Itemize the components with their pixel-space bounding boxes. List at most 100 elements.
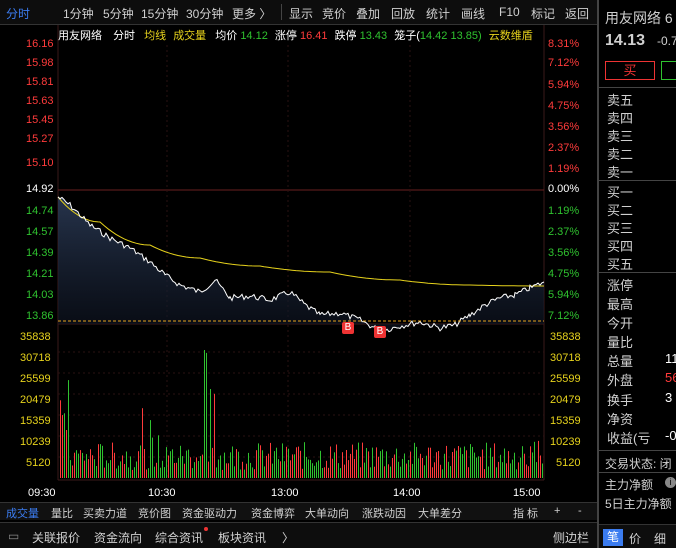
volume-bar: [468, 467, 469, 478]
volume-bar: [536, 462, 537, 478]
volume-bar: [106, 460, 107, 478]
tab-30min[interactable]: 30分钟: [186, 7, 224, 21]
volume-bar: [152, 437, 153, 478]
indicator-big-order-diff[interactable]: 大单差分: [418, 508, 462, 520]
volume-bar: [226, 463, 227, 478]
indicator-volume[interactable]: 成交量: [6, 508, 39, 520]
back-button[interactable]: 返回: [565, 7, 590, 21]
tab-timeshare[interactable]: 分时: [6, 7, 31, 21]
bid-5-label: 买五: [607, 257, 634, 272]
indicator-price-cause[interactable]: 涨跌动因: [362, 508, 406, 520]
tab-price[interactable]: 价: [629, 532, 642, 546]
tabs-next-button[interactable]: 〉: [282, 531, 295, 545]
auction-button[interactable]: 竞价: [322, 7, 347, 21]
limit-up-value: 16.41: [299, 30, 328, 42]
volume-bar: [70, 460, 71, 478]
volume-bar: [428, 447, 429, 478]
stats-button[interactable]: 统计: [426, 7, 451, 21]
quote-panel: 用友网络 6 14.13 -0.7 买 卖五 卖四 卖三 卖二 卖一 买一 买二…: [597, 0, 676, 548]
f10-button[interactable]: F10: [499, 5, 520, 19]
sidebar-toggle[interactable]: 侧边栏: [553, 531, 590, 545]
volume-bar: [220, 455, 221, 478]
indicator-volume-ratio[interactable]: 量比: [51, 508, 73, 520]
volume-bar: [354, 458, 355, 478]
volume-bar: [534, 441, 535, 478]
volume-bar: [442, 469, 443, 478]
volume-bar: [98, 444, 99, 478]
ask-5-label: 卖五: [607, 93, 634, 108]
replay-button[interactable]: 回放: [391, 7, 416, 21]
volume-bar: [296, 447, 297, 478]
detail-tabs: 笔 价 细: [599, 524, 676, 548]
volume-bar: [338, 463, 339, 478]
indicator-fund-game[interactable]: 资金博弈: [251, 508, 295, 520]
expand-icon[interactable]: ▭: [8, 529, 20, 543]
draw-line-button[interactable]: 画线: [461, 7, 486, 21]
tab-1min[interactable]: 1分钟: [63, 7, 94, 21]
indicator-big-order[interactable]: 大单动向: [305, 508, 349, 520]
tab-comprehensive-news[interactable]: 综合资讯: [155, 531, 204, 545]
volume-bar: [110, 460, 111, 478]
volume-bar: [524, 453, 525, 478]
volume-bar: [480, 456, 481, 478]
volume-bar: [388, 464, 389, 478]
volume-bar: [306, 456, 307, 478]
tab-related-quotes[interactable]: 关联报价: [32, 531, 81, 545]
tab-sector-news[interactable]: 板块资讯: [218, 531, 267, 545]
sell-button-edge[interactable]: [661, 61, 676, 80]
buy-button[interactable]: 买: [605, 61, 655, 80]
volume-bar: [274, 451, 275, 478]
percent-tick: 1.19%: [548, 163, 580, 175]
price-tick: 14.21: [26, 268, 54, 280]
volume-bar: [276, 447, 277, 478]
volume-bar: [62, 415, 63, 478]
volume-bar: [166, 447, 167, 478]
volume-bar: [482, 449, 483, 478]
tab-detail[interactable]: 细: [654, 532, 667, 546]
time-tick: 13:00: [271, 487, 299, 499]
tab-5min[interactable]: 5分钟: [103, 7, 134, 21]
volume-tick: 15359: [20, 415, 51, 427]
overlay-button[interactable]: 叠加: [356, 7, 381, 21]
volume-tick: 25599: [20, 373, 51, 385]
mark-button[interactable]: 标记: [531, 7, 556, 21]
indicator-menu-button[interactable]: 指 标: [513, 508, 539, 520]
buy-marker[interactable]: B: [374, 326, 386, 338]
stock-title: 用友网络 6: [605, 10, 673, 26]
volume-bar: [520, 457, 521, 478]
percent-tick: 3.56%: [548, 121, 580, 133]
volume-bar: [434, 462, 435, 478]
stat-volume-ratio-label: 量比: [607, 335, 634, 350]
indicator-fund-drive[interactable]: 资金驱动力: [182, 508, 237, 520]
display-button[interactable]: 显示: [289, 7, 314, 21]
zoom-in-button[interactable]: +: [554, 505, 561, 517]
indicator-auction-chart[interactable]: 竞价图: [138, 508, 171, 520]
buy-marker[interactable]: B: [342, 322, 354, 334]
volume-bar: [160, 467, 161, 478]
tab-more[interactable]: 更多 〉: [232, 7, 272, 21]
tab-fund-flow[interactable]: 资金流向: [94, 531, 143, 545]
ask-3-label: 卖三: [607, 129, 634, 144]
volume-bar: [178, 457, 179, 478]
volume-bar: [472, 446, 473, 478]
volume-bar: [376, 447, 377, 478]
percent-tick: 5.94%: [548, 79, 580, 91]
price-tick: 15.98: [26, 57, 54, 69]
volume-bar: [148, 468, 149, 478]
volume-bar: [242, 461, 243, 478]
volume-bar: [310, 459, 311, 478]
volume-bar: [416, 446, 417, 478]
volume-bar: [216, 467, 217, 478]
volume-bar: [422, 458, 423, 478]
tab-15min[interactable]: 15分钟: [141, 7, 179, 21]
tab-trades[interactable]: 笔: [603, 529, 623, 546]
volume-bar: [112, 442, 113, 478]
indicator-buy-sell-force[interactable]: 买卖力道: [83, 508, 127, 520]
volume-bar: [420, 453, 421, 478]
cloud-label: 云数维盾: [488, 30, 533, 42]
volume-bar: [512, 459, 513, 478]
price-tick: 13.86: [26, 310, 54, 322]
info-icon[interactable]: i: [665, 477, 676, 488]
zoom-out-button[interactable]: -: [578, 505, 582, 517]
volume-bar: [346, 450, 347, 478]
